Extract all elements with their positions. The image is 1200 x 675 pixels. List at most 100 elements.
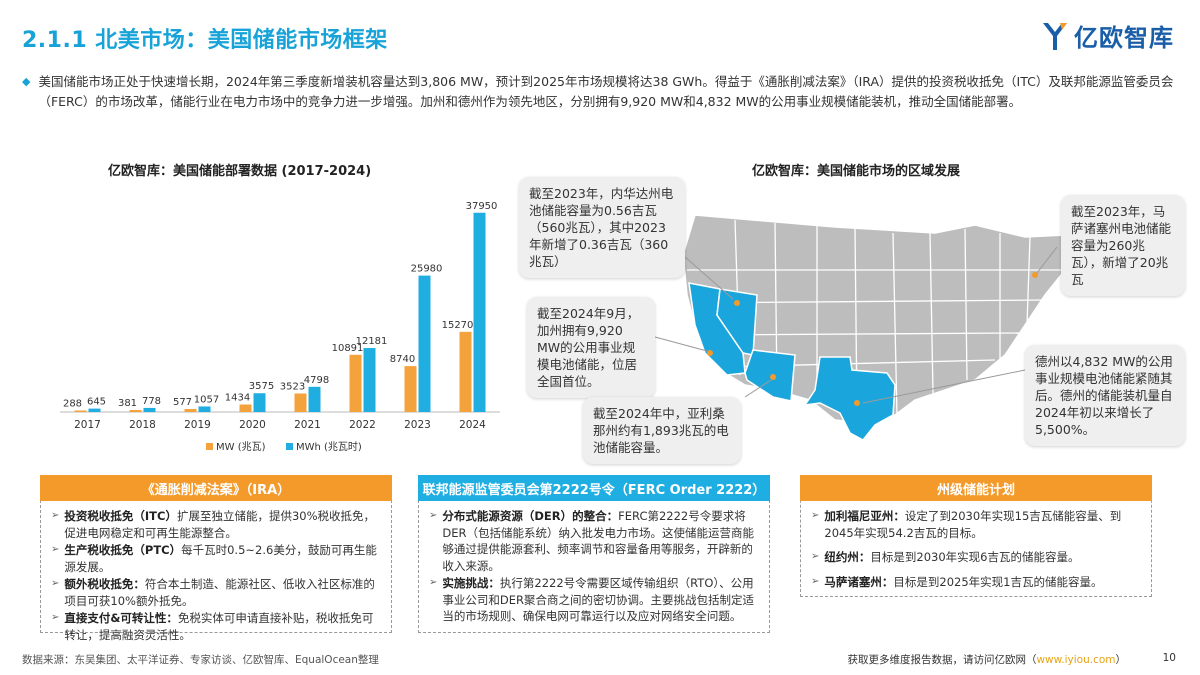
callout-arizona: 截至2024年中，亚利桑那州约有1,893兆瓦的电池储能容量。: [583, 397, 741, 464]
us-map-region: 截至2023年，内华达州电池储能容量为0.56吉瓦（560兆瓦），其中2023年…: [505, 175, 1195, 480]
list-item-text: 目标是到2030年实现6吉瓦的储能容量。: [870, 550, 1080, 564]
nevada-marker: [734, 300, 740, 306]
arizona-marker: [770, 374, 776, 380]
x-tick-label-2018: 2018: [129, 419, 156, 431]
legend-label-mw: MW (兆瓦): [216, 441, 266, 453]
data-label-mw-2024: 15270: [442, 320, 474, 331]
arrow-bullet-icon: ➢: [429, 577, 438, 588]
list-item-text: 扩展至独立储能，提供30%税收抵免，促进电网稳定和可再生能源整合。: [64, 509, 376, 540]
footer-source: 数据来源：东吴集团、太平洋证券、专家访谈、亿欧智库、EqualOcean整理: [22, 654, 379, 666]
page-title: 2.1.1 北美市场：美国储能市场框架: [22, 28, 388, 53]
list-item: ➢ 分布式能源资源（DER）的整合：FERC第2222号令要求将DER（包括储能系…: [429, 508, 759, 574]
bar-mwh-2017: [88, 408, 101, 412]
data-label-mwh-2019: 1057: [194, 394, 219, 405]
footer-link[interactable]: www.iyiou.com: [1036, 654, 1116, 666]
data-label-mwh-2020: 3575: [249, 381, 274, 392]
texas-shape: [803, 356, 896, 441]
massachusetts-marker: [1032, 272, 1038, 278]
bar-mw-2023: [404, 366, 417, 412]
bar-mwh-2020: [253, 393, 266, 412]
data-label-mw-2022: 10891: [332, 343, 364, 354]
logo: 亿欧智库: [1040, 18, 1174, 53]
x-tick-label-2023: 2023: [404, 419, 431, 431]
callout-texas: 德州以4,832 MW的公用事业规模电池储能紧随其后。德州的储能装机量自2024…: [1025, 345, 1185, 446]
data-label-mwh-2017: 645: [87, 397, 106, 408]
arrow-bullet-icon: ➢: [51, 510, 60, 521]
list-item-term: 纽约州：: [824, 550, 871, 564]
list-item-term: 投资税收抵免（ITC）: [64, 509, 177, 523]
data-label-mw-2020: 1434: [225, 392, 250, 403]
list-item-term: 马萨诸塞州：: [824, 574, 894, 589]
data-label-mw-2023: 8740: [390, 354, 415, 365]
footer-more-suffix: ）: [1115, 654, 1127, 666]
us-map: [654, 214, 1100, 441]
data-label-mwh-2023: 25980: [411, 264, 443, 275]
list-item: ➢ 生产税收抵免（PTC）每千瓦时0.5~2.6美分，鼓励可再生能源发展。: [51, 542, 381, 575]
x-tick-label-2021: 2021: [294, 419, 321, 431]
list-item: ➢ 投资税收抵免（ITC）扩展至独立储能，提供30%税收抵免，促进电网稳定和可再生…: [51, 508, 381, 541]
bar-mw-2017: [74, 410, 87, 412]
x-tick-label-2022: 2022: [349, 419, 376, 431]
list-item-text: 执行第2222号令需要区域传输组织（RTO）、公用事业公司和DER聚合商之间的密…: [442, 576, 754, 623]
callout-connectors: [654, 246, 1058, 404]
bar-mwh-2018: [143, 407, 156, 412]
panel-ferc: 联邦能源监管委员会第2222号令（FERC Order 2222） ➢ 分布式能源…: [418, 475, 770, 633]
arizona-shape: [744, 349, 796, 402]
panel-ira: 《通胀削减法案》（IRA） ➢ 投资税收抵免（ITC）扩展至独立储能，提供30%税…: [40, 475, 392, 642]
bar-mw-2020: [239, 404, 252, 412]
bar-mw-2022: [349, 354, 362, 412]
panel-state-header: 州级储能计划: [800, 475, 1152, 501]
list-item-text: 每千瓦时0.5~2.6美分，鼓励可再生能源发展。: [64, 543, 377, 574]
diamond-bullet-icon: ◆: [22, 75, 31, 88]
bar-mw-2018: [129, 409, 142, 412]
bar-mw-2019: [184, 408, 197, 412]
list-item-term: 额外税收抵免：: [64, 577, 145, 591]
list-item-term: 加利福尼亚州：: [824, 509, 905, 523]
data-label-mw-2021: 3523: [280, 382, 305, 393]
data-label-mw-2017: 288: [63, 398, 82, 409]
footer-more: 获取更多维度报告数据，请访问亿欧网（www.iyiou.com）: [847, 652, 1126, 667]
bar-mwh-2021: [308, 386, 321, 412]
list-item-term: 分布式能源资源（DER）的整合：: [442, 509, 619, 523]
bar-mw-2024: [459, 331, 472, 412]
california-marker: [707, 350, 713, 356]
panel-ira-body: ➢ 投资税收抵免（ITC）扩展至独立储能，提供30%税收抵免，促进电网稳定和可再生…: [51, 508, 381, 642]
list-item-term: 生产税收抵免（PTC）: [64, 543, 182, 557]
bar-mwh-2022: [363, 348, 376, 412]
list-item: ➢ 实施挑战：执行第2222号令需要区域传输组织（RTO）、公用事业公司和DER聚…: [429, 575, 759, 625]
arrow-bullet-icon: ➢: [811, 510, 820, 521]
panel-state-body: ➢ 加利福尼亚州：设定了到2030年实现15吉瓦储能容量、到2045年实现54.2…: [811, 508, 1141, 590]
arrow-bullet-icon: ➢: [51, 544, 60, 555]
intro-text: 美国储能市场正处于快速增长期，2024年第三季度新增装机容量达到3,806 MW…: [38, 74, 1174, 109]
intro-paragraph: ◆ 美国储能市场正处于快速增长期，2024年第三季度新增装机容量达到3,806 …: [22, 72, 1182, 112]
list-item-text: 符合本土制造、能源社区、低收入社区标准的项目可获10%额外抵免。: [64, 577, 375, 608]
list-item-text: 免税实体可申请直接补贴，税收抵免可转让，提高融资灵活性。: [64, 611, 374, 642]
panel-ferc-body: ➢ 分布式能源资源（DER）的整合：FERC第2222号令要求将DER（包括储能系…: [429, 508, 759, 626]
bar-mwh-2023: [418, 275, 431, 412]
list-item: ➢ 纽约州：目标是到2030年实现6吉瓦的储能容量。: [811, 549, 1141, 566]
list-item: ➢ 马萨诸塞州：目标是到2025年实现1吉瓦的储能容量。: [811, 574, 1141, 591]
callout-massachusetts: 截至2023年，马萨诸塞州电池储能容量为260兆瓦），新增了20兆瓦: [1061, 195, 1185, 296]
left-chart-title: 亿欧智库：美国储能部署数据 (2017-2024): [108, 164, 372, 179]
data-label-mwh-2021: 4798: [304, 375, 329, 386]
list-item-text: 目标是到2025年实现1吉瓦的储能容量。: [893, 574, 1103, 589]
legend-label-mwh: MWh (兆瓦时): [296, 441, 362, 453]
list-item: ➢ 加利福尼亚州：设定了到2030年实现15吉瓦储能容量、到2045年实现54.2…: [811, 508, 1141, 541]
list-item: ➢ 额外税收抵免：符合本土制造、能源社区、低收入社区标准的项目可获10%额外抵免。: [51, 576, 381, 609]
data-label-mw-2019: 577: [173, 397, 192, 408]
legend-swatch-mw: [206, 443, 213, 450]
arrow-bullet-icon: ➢: [429, 510, 438, 521]
callout-california-2024: 截至2024年9月，加州拥有9,920 MW的公用事业规模电池储能，位居全国首位…: [527, 297, 655, 398]
logo-text: 亿欧智库: [1074, 24, 1174, 52]
x-tick-label-2020: 2020: [239, 419, 266, 431]
bar-mw-2021: [294, 393, 307, 412]
data-label-mwh-2022: 12181: [356, 336, 388, 347]
texas-marker: [854, 400, 860, 406]
logo-icon: [1043, 22, 1067, 50]
footer-more-prefix: 获取更多维度报告数据，请访问亿欧网（: [847, 654, 1037, 666]
x-tick-label-2019: 2019: [184, 419, 211, 431]
callout-nevada-2023: 截至2023年，内华达州电池储能容量为0.56吉瓦（560兆瓦），其中2023年…: [519, 177, 685, 278]
list-item-term: 直接支付&可转让性：: [64, 611, 178, 625]
legend-swatch-mwh: [286, 443, 293, 450]
data-label-mwh-2024: 37950: [466, 201, 498, 212]
